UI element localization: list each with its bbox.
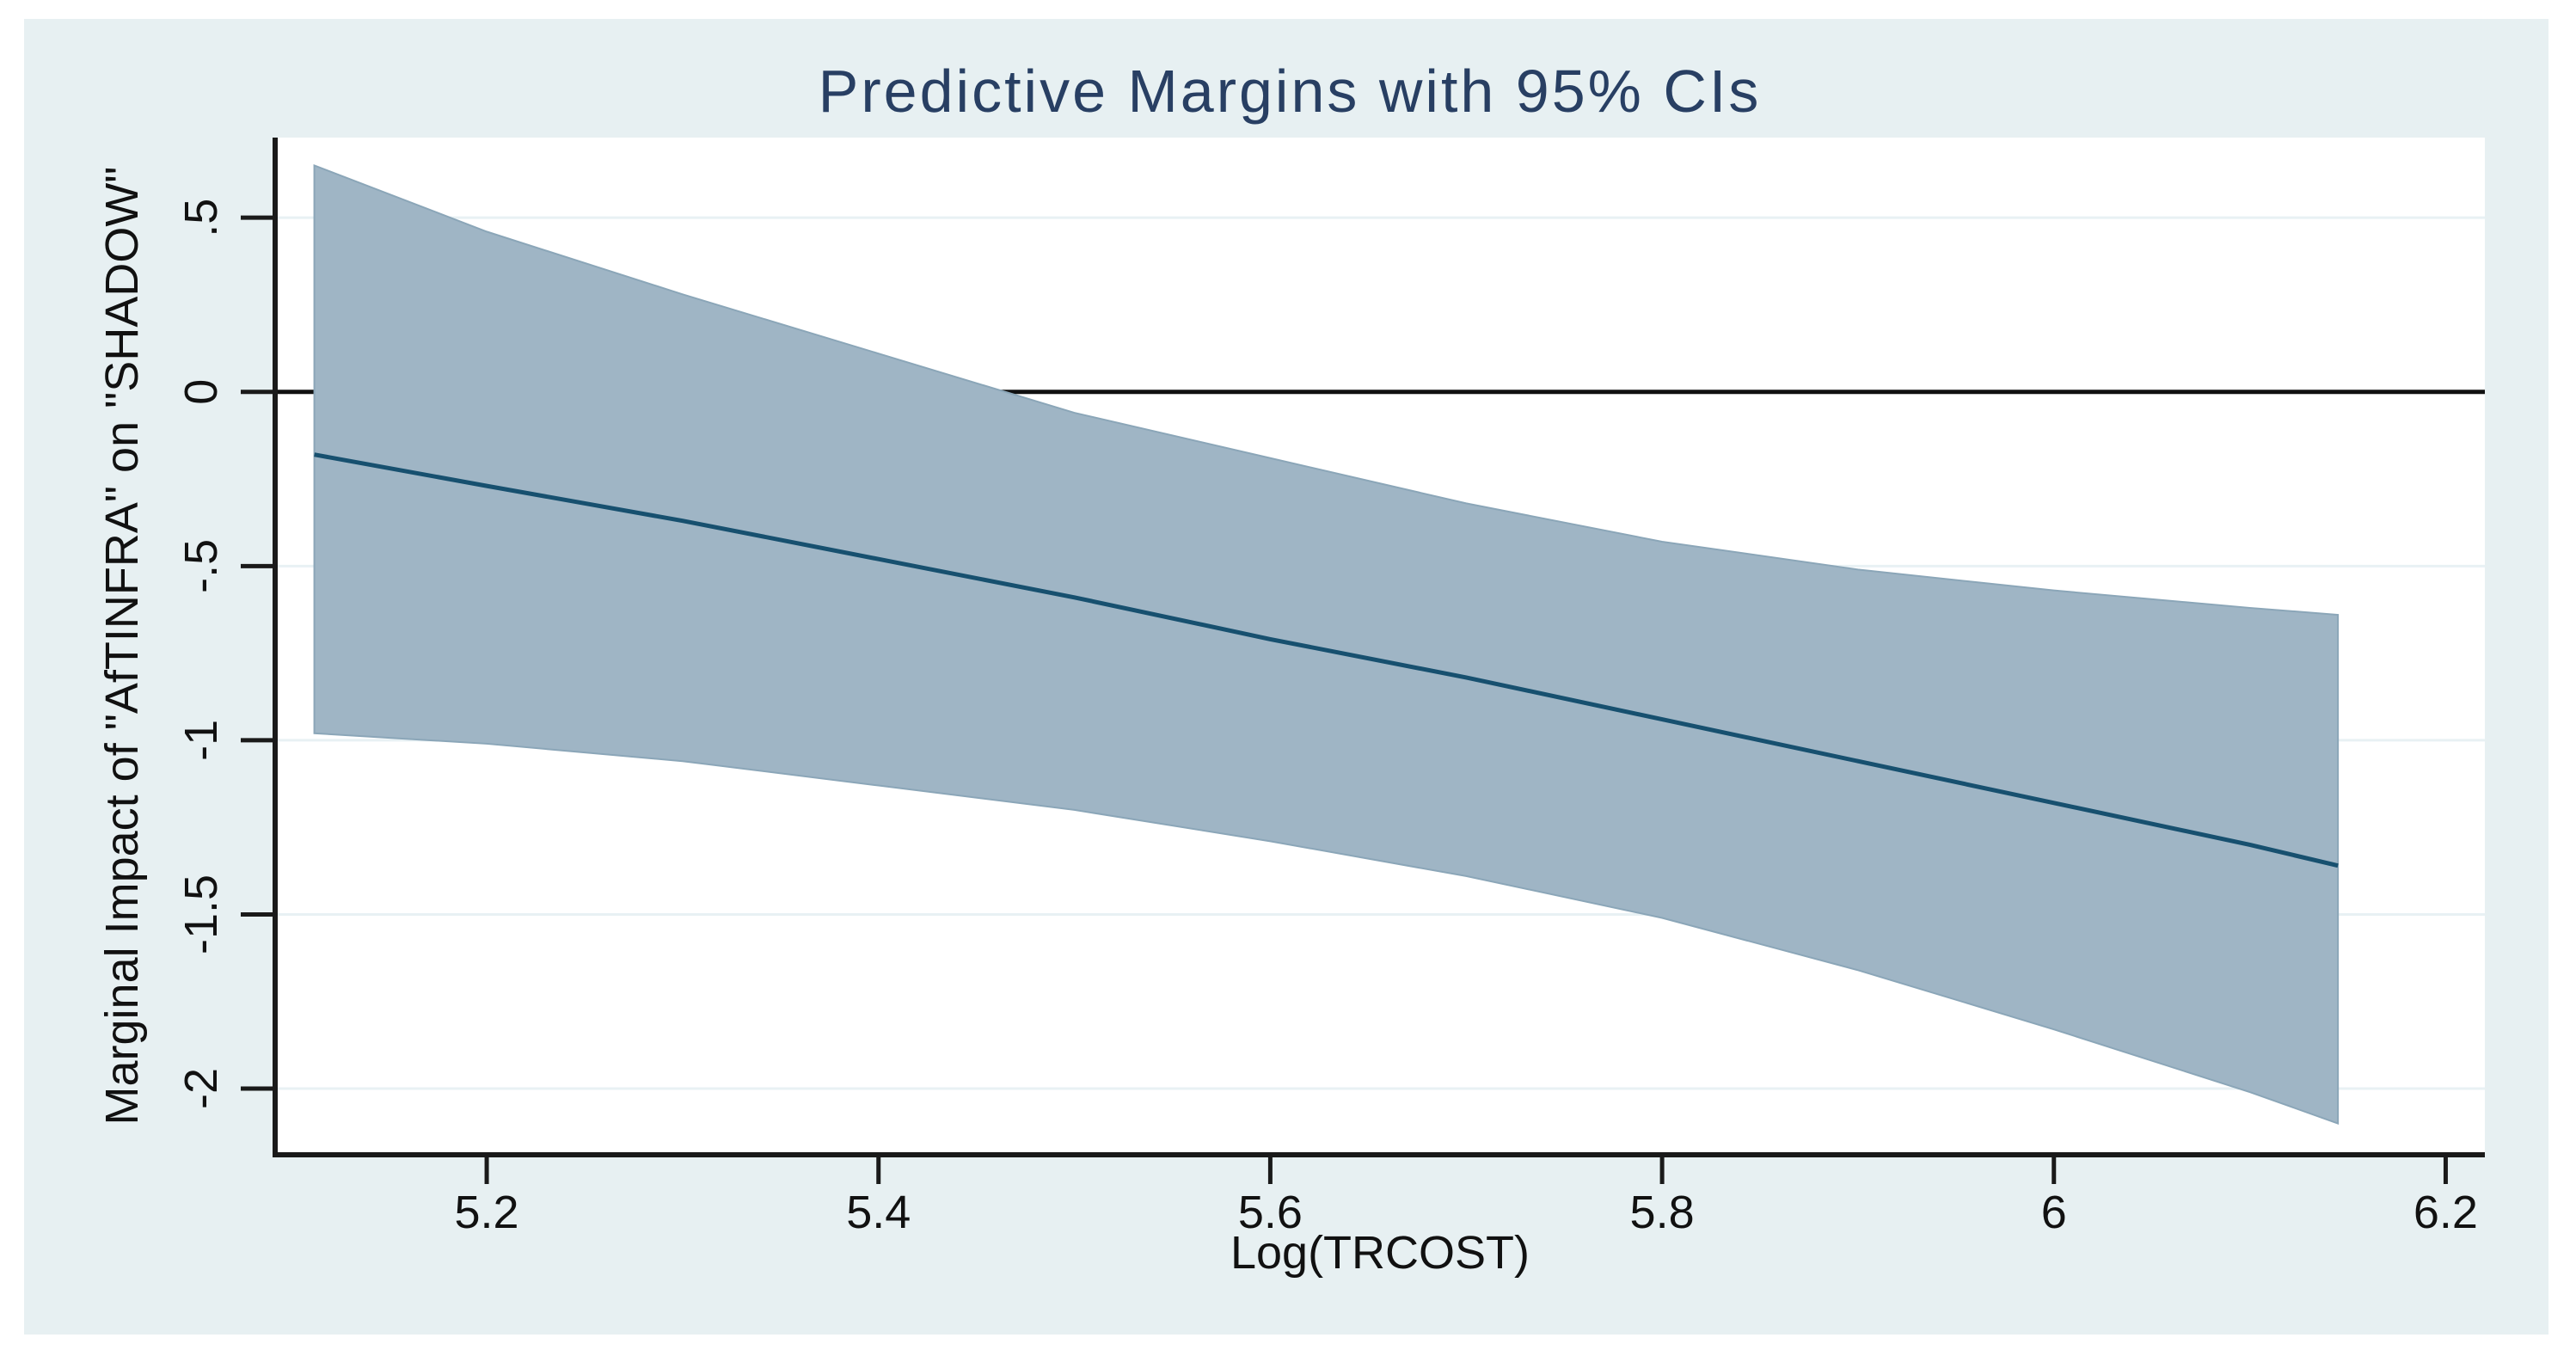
x-axis-title: Log(TRCOST) [1230,1227,1530,1279]
y-axis-ticks: .5 0 -.5 -1 -1.5 -2 [175,199,275,1109]
x-tick-label-5.6: 5.6 [1238,1187,1303,1238]
confidence-band [313,163,2340,1125]
x-tick-label-5.8: 5.8 [1630,1187,1695,1238]
x-tick-label-6: 6 [2041,1187,2067,1238]
chart-title: Predictive Margins with 95% CIs [819,58,1762,125]
y-tick-label--1: -1 [175,720,227,761]
x-tick-label-6.2: 6.2 [2413,1187,2478,1238]
y-tick-label--1.5: -1.5 [175,874,227,954]
y-tick-label--2: -2 [175,1068,227,1109]
y-tick-label-.5: .5 [175,199,227,237]
x-tick-label-5.4: 5.4 [846,1187,911,1238]
x-tick-label-5.2: 5.2 [455,1187,519,1238]
y-tick-label-0: 0 [175,379,227,405]
predictive-margin-line [314,452,2339,868]
x-axis-ticks: 5.2 5.4 5.6 5.8 6 6.2 [455,1155,2478,1238]
y-axis-title: Marginal Impact of "AfTINFRA" on "SHADOW… [96,167,148,1126]
y-tick-label--.5: -.5 [175,539,227,593]
